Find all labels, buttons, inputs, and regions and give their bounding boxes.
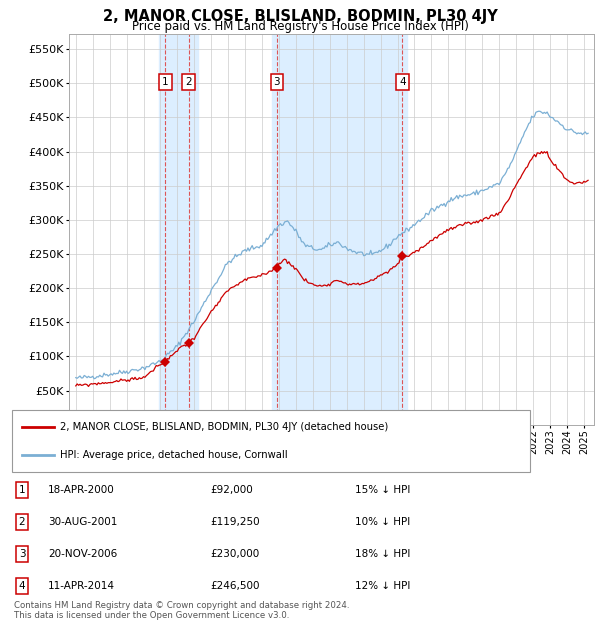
- Text: 2, MANOR CLOSE, BLISLAND, BODMIN, PL30 4JY (detached house): 2, MANOR CLOSE, BLISLAND, BODMIN, PL30 4…: [60, 422, 388, 432]
- Text: HPI: Average price, detached house, Cornwall: HPI: Average price, detached house, Corn…: [60, 450, 287, 460]
- Text: £92,000: £92,000: [210, 485, 253, 495]
- Text: 10% ↓ HPI: 10% ↓ HPI: [355, 517, 410, 527]
- Text: 30-AUG-2001: 30-AUG-2001: [48, 517, 118, 527]
- Text: 4: 4: [19, 581, 25, 591]
- Bar: [159, 34, 198, 425]
- Text: 1: 1: [162, 77, 169, 87]
- Text: 18% ↓ HPI: 18% ↓ HPI: [355, 549, 410, 559]
- Text: 2, MANOR CLOSE, BLISLAND, BODMIN, PL30 4JY: 2, MANOR CLOSE, BLISLAND, BODMIN, PL30 4…: [103, 9, 497, 24]
- Text: £246,500: £246,500: [210, 581, 260, 591]
- Bar: [12, 410, 530, 472]
- Text: 12% ↓ HPI: 12% ↓ HPI: [355, 581, 410, 591]
- Text: 2: 2: [185, 77, 192, 87]
- Text: £119,250: £119,250: [210, 517, 260, 527]
- Text: Price paid vs. HM Land Registry's House Price Index (HPI): Price paid vs. HM Land Registry's House …: [131, 20, 469, 33]
- Text: Contains HM Land Registry data © Crown copyright and database right 2024.: Contains HM Land Registry data © Crown c…: [14, 601, 349, 611]
- Text: 4: 4: [399, 77, 406, 87]
- Text: 20-NOV-2006: 20-NOV-2006: [48, 549, 117, 559]
- Text: 2: 2: [19, 517, 25, 527]
- Text: 18-APR-2000: 18-APR-2000: [48, 485, 115, 495]
- Text: £230,000: £230,000: [210, 549, 259, 559]
- Text: 3: 3: [19, 549, 25, 559]
- Text: 1: 1: [19, 485, 25, 495]
- Text: 11-APR-2014: 11-APR-2014: [48, 581, 115, 591]
- Bar: [272, 34, 407, 425]
- Text: This data is licensed under the Open Government Licence v3.0.: This data is licensed under the Open Gov…: [14, 611, 289, 620]
- Text: 3: 3: [274, 77, 280, 87]
- Text: 15% ↓ HPI: 15% ↓ HPI: [355, 485, 410, 495]
